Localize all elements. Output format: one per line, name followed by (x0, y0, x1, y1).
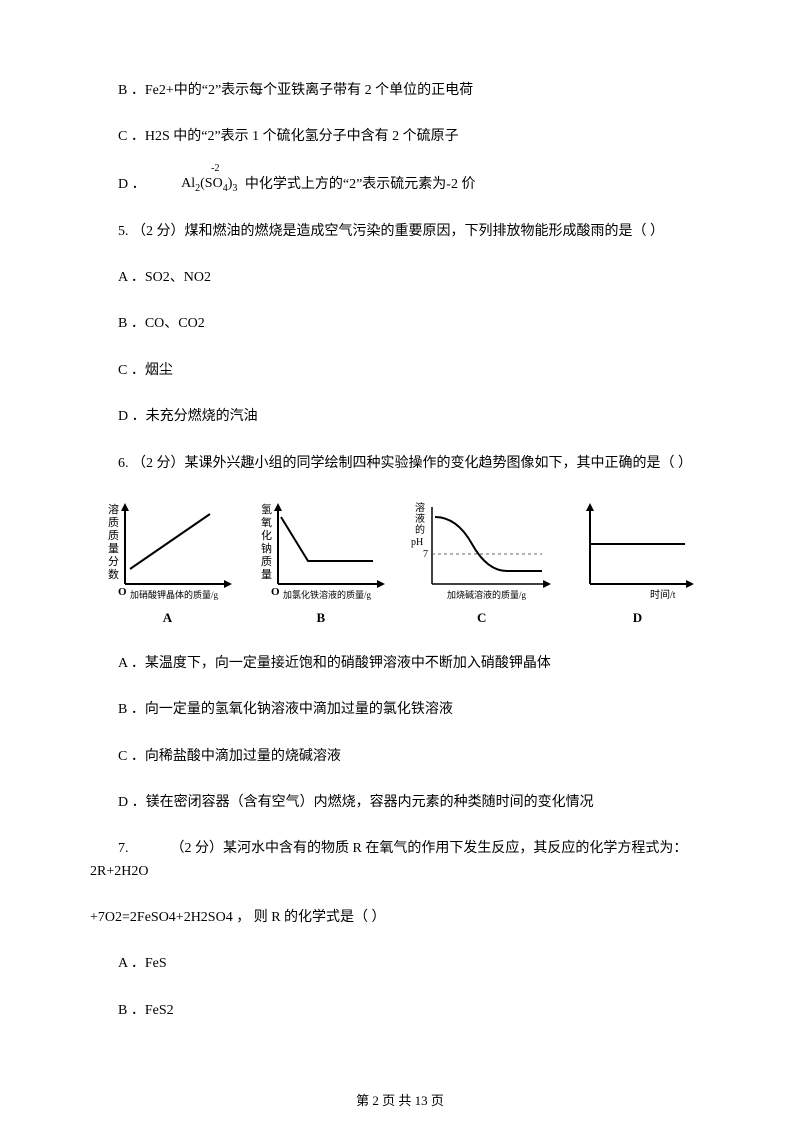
svg-text:化: 化 (261, 528, 272, 542)
d-prefix: D ． (118, 177, 146, 192)
svg-text:液: 液 (415, 512, 425, 525)
q5-option-a: A ．SO2、NO2 (90, 267, 710, 289)
svg-text:质: 质 (108, 529, 119, 542)
svg-text:加烧碱溶液的质量/g: 加烧碱溶液的质量/g (447, 589, 527, 600)
question-6: 6. （2 分）某课外兴趣小组的同学绘制四种实验操作的变化趋势图像如下，其中正确… (90, 453, 710, 475)
q5-option-c: C ．烟尘 (90, 360, 710, 382)
d-suffix: 中化学式上方的“2”表示硫元素为-2 价 (245, 177, 476, 192)
svg-text:时间/t: 时间/t (650, 588, 676, 601)
svg-text:量: 量 (261, 568, 272, 581)
chart-d-label: D (575, 608, 700, 629)
q7-option-b: B ．FeS2 (90, 1000, 710, 1022)
formula-so4: (SO (200, 176, 223, 191)
question-7-line2: +7O2=2FeSO4+2H2SO4 ， 则 R 的化学式是（ ） (90, 907, 710, 929)
chart-a-svg: 溶 质 质 量 分 数 O 加硝酸钾晶体的质量/g (100, 499, 235, 604)
svg-text:溶: 溶 (108, 502, 119, 516)
page-footer: 第 2 页 共 13 页 (0, 1091, 800, 1112)
q7-option-a: A ．FeS (90, 953, 710, 975)
q6-option-d: D ．镁在密闭容器（含有空气）内燃烧，容器内元素的种类随时间的变化情况 (90, 792, 710, 814)
q6-option-a: A ．某温度下，向一定量接近饱和的硝酸钾溶液中不断加入硝酸钾晶体 (90, 653, 710, 675)
svg-text:氢: 氢 (261, 502, 272, 516)
chart-d-svg: 时间/t (575, 499, 700, 604)
question-7: 7.（2 分）某河水中含有的物质 R 在氧气的作用下发生反应，其反应的化学方程式… (90, 838, 710, 883)
svg-text:加氯化铁溶液的质量/g: 加氯化铁溶液的质量/g (283, 589, 372, 600)
chart-a: 溶 质 质 量 分 数 O 加硝酸钾晶体的质量/g A (100, 499, 235, 629)
q5-option-d: D ．未充分燃烧的汽油 (90, 406, 710, 428)
svg-text:质: 质 (261, 555, 272, 568)
chart-c-label: C (407, 608, 557, 629)
q7-text: （2 分）某河水中含有的物质 R 在氧气的作用下发生反应，其反应的化学方程式为：… (90, 841, 687, 878)
q5-option-b: B ．CO、CO2 (90, 313, 710, 335)
svg-text:质: 质 (108, 516, 119, 529)
chart-a-label: A (100, 608, 235, 629)
svg-text:分: 分 (108, 555, 119, 568)
q6-option-b: B ．向一定量的氢氧化钠溶液中滴加过量的氯化铁溶液 (90, 699, 710, 721)
formula-al: Al (181, 176, 195, 191)
svg-text:pH: pH (411, 537, 423, 548)
chart-c: 溶 液 的 pH 7 加烧碱溶液的质量/g C (407, 499, 557, 629)
q7-number: 7. (118, 841, 129, 856)
svg-text:量: 量 (108, 542, 119, 555)
chart-b-label: B (253, 608, 388, 629)
option-c-prev: C ．H2S 中的“2”表示 1 个硫化氢分子中含有 2 个硫原子 (90, 126, 710, 148)
formula-al2so4: -2 Al2(SO4)3 (153, 173, 237, 197)
svg-text:钠: 钠 (261, 541, 272, 555)
svg-text:加硝酸钾晶体的质量/g: 加硝酸钾晶体的质量/g (130, 589, 219, 600)
chart-c-svg: 溶 液 的 pH 7 加烧碱溶液的质量/g (407, 499, 557, 604)
svg-text:溶: 溶 (415, 501, 425, 514)
chart-d: 时间/t D (575, 499, 700, 629)
formula-sub3: 3 (232, 183, 237, 194)
svg-text:7: 7 (423, 549, 428, 560)
chart-b: 氢 氧 化 钠 质 量 O 加氯化铁溶液的质量/g B (253, 499, 388, 629)
formula-charge: -2 (183, 161, 219, 177)
option-b-prev: B ．Fe2+中的“2”表示每个亚铁离子带有 2 个单位的正电荷 (90, 80, 710, 102)
charts-row: 溶 质 质 量 分 数 O 加硝酸钾晶体的质量/g A 氢 氧 化 钠 质 量 (90, 499, 710, 629)
svg-text:O: O (271, 586, 280, 598)
option-d-prev: D ． -2 Al2(SO4)3 中化学式上方的“2”表示硫元素为-2 价 (90, 173, 710, 197)
chart-b-svg: 氢 氧 化 钠 质 量 O 加氯化铁溶液的质量/g (253, 499, 388, 604)
svg-text:的: 的 (415, 523, 425, 536)
svg-text:数: 数 (108, 568, 119, 581)
question-5: 5. （2 分）煤和燃油的燃烧是造成空气污染的重要原因，下列排放物能形成酸雨的是… (90, 221, 710, 243)
svg-text:氧: 氧 (261, 515, 272, 529)
q6-option-c: C ．向稀盐酸中滴加过量的烧碱溶液 (90, 746, 710, 768)
svg-text:O: O (118, 586, 127, 598)
